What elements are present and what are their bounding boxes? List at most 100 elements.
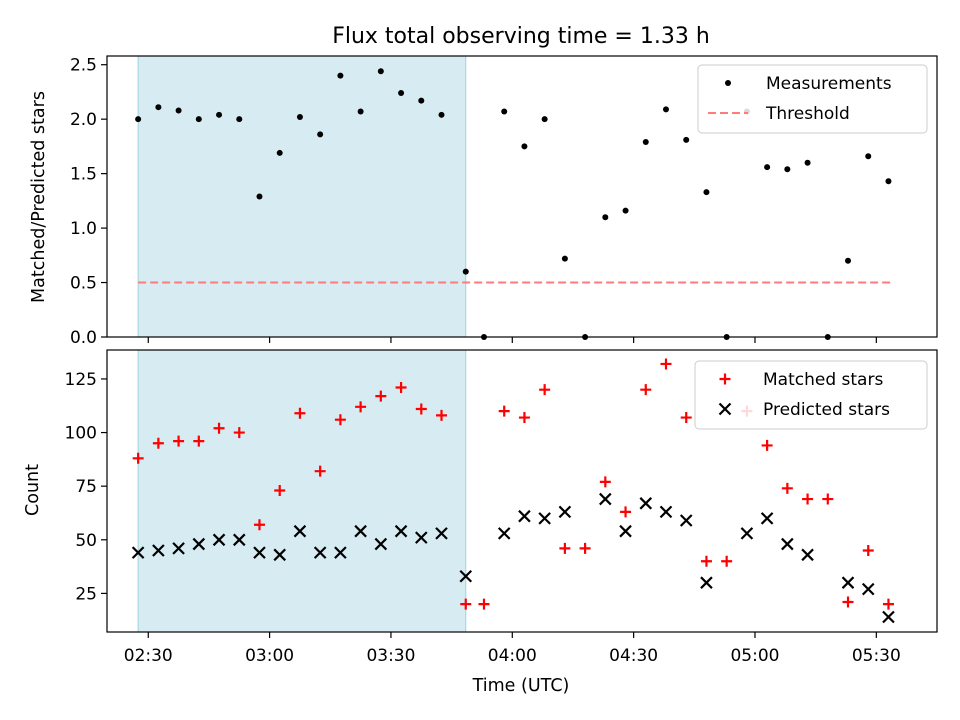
predicted-star-point — [212, 533, 226, 547]
predicted-star-point — [700, 576, 713, 589]
series-predicted-stars — [131, 492, 895, 624]
measurement-point — [462, 268, 469, 275]
bottom-y-axis-label: Count — [23, 464, 43, 516]
predicted-star-point — [518, 509, 531, 523]
matched-star-point — [599, 476, 611, 488]
measurement-point — [622, 207, 629, 214]
measurement-point — [398, 90, 405, 97]
predicted-star-point — [801, 548, 814, 562]
predicted-star-point — [599, 492, 612, 506]
matched-star-point — [640, 384, 652, 396]
chart-title: Flux total observing time = 1.33 h — [332, 24, 710, 49]
measurement-point — [337, 72, 344, 79]
predicted-star-point — [558, 505, 572, 519]
matched-star-point — [842, 596, 854, 608]
measurement-point — [438, 111, 445, 118]
measurement-point — [296, 113, 303, 120]
matched-star-point — [436, 409, 447, 421]
predicted-star-point — [253, 546, 266, 559]
shaded-observing-interval — [137, 55, 467, 338]
matched-star-point — [152, 437, 164, 449]
measurement-point — [784, 166, 791, 173]
matched-star-point — [781, 482, 793, 494]
matched-star-point — [415, 403, 427, 415]
matched-star-point — [539, 384, 551, 396]
matched-star-point — [882, 598, 894, 610]
x-tick-label: 02:30 — [124, 646, 173, 666]
matched-star-point — [233, 427, 245, 439]
measurement-point — [602, 214, 609, 221]
matched-star-point — [802, 493, 814, 505]
x-tick-label: 03:30 — [366, 646, 415, 666]
predicted-star-point — [740, 527, 754, 540]
matched-star-point — [213, 422, 225, 434]
measurement-point — [642, 139, 649, 146]
predicted-star-point — [882, 610, 895, 624]
matched-star-point — [375, 390, 387, 402]
measurement-point — [155, 104, 162, 111]
predicted-star-point — [459, 569, 473, 583]
y-tick-label: 100 — [65, 424, 97, 444]
top-panel: 0.0 0.5 1.0 1.5 2.0 2.5 Measurements Threshold — [70, 55, 938, 348]
legend-matched-marker — [719, 373, 731, 385]
measurement-point — [865, 153, 872, 160]
axes-frame — [106, 349, 938, 633]
y-tick-label: 1.5 — [70, 165, 97, 185]
bottom-panel: 25 50 75 100 125 02:30 03:00 03:30 04:00 04:30 05:… — [65, 349, 938, 666]
y-tick-label: 25 — [75, 584, 97, 604]
measurement-point — [236, 116, 243, 123]
matched-star-point — [314, 465, 326, 477]
matched-star-point — [721, 555, 733, 567]
measurement-point — [541, 116, 548, 123]
measurement-point — [561, 255, 568, 262]
legend-box — [694, 360, 928, 430]
legend: Measurements Threshold — [697, 64, 928, 134]
measurement-point — [175, 107, 182, 114]
x-tick-label: 04:30 — [609, 646, 658, 666]
predicted-star-point — [435, 527, 448, 540]
predicted-star-point — [841, 576, 855, 589]
predicted-star-point — [354, 524, 367, 538]
x-tick-label: 04:00 — [488, 646, 537, 666]
y-tick-label: 75 — [75, 477, 97, 497]
x-tick-label: 05:00 — [730, 646, 779, 666]
predicted-star-point — [781, 537, 794, 551]
matched-star-point — [274, 484, 286, 496]
measurement-point — [804, 159, 811, 166]
y-tick-label: 125 — [65, 370, 97, 390]
y-tick-label: 0.0 — [70, 328, 97, 348]
measurement-point — [885, 178, 892, 185]
legend-box — [697, 64, 928, 134]
predicted-star-point — [639, 497, 653, 510]
predicted-star-point — [394, 524, 408, 538]
legend-entry-label: Threshold — [765, 104, 850, 124]
measurement-point — [521, 143, 528, 150]
measurement-point — [256, 193, 263, 200]
matched-star-point — [518, 412, 530, 424]
legend-measurement-marker — [725, 80, 731, 86]
predicted-star-point — [760, 512, 774, 525]
matched-star-point — [620, 506, 632, 518]
predicted-star-point — [374, 537, 388, 551]
predicted-star-point — [273, 548, 287, 562]
predicted-star-point — [293, 524, 307, 538]
x-tick-label: 03:00 — [245, 646, 294, 666]
top-y-axis-label: Matched/Predicted stars — [29, 91, 49, 303]
predicted-star-point — [232, 533, 246, 547]
predicted-star-point — [619, 524, 632, 538]
matched-star-point — [862, 545, 874, 557]
measurement-point — [683, 136, 690, 143]
matched-star-point — [660, 358, 672, 370]
measurement-point — [276, 149, 283, 156]
legend-entry-label: Predicted stars — [763, 400, 890, 420]
series-measurements — [135, 68, 892, 340]
series-matched-stars — [132, 358, 894, 610]
legend-predicted-marker — [718, 402, 732, 416]
measurement-point — [845, 257, 852, 264]
matched-star-point — [132, 452, 144, 464]
matched-star-point — [559, 542, 571, 554]
predicted-star-point — [497, 527, 511, 540]
predicted-star-point — [131, 546, 145, 559]
shaded-observing-interval — [137, 349, 467, 633]
